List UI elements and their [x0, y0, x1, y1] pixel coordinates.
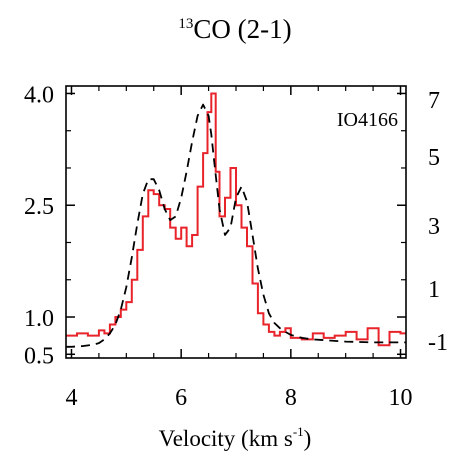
model-fit-line [66, 103, 406, 348]
x-axis-label-close: ) [304, 426, 312, 451]
observed-spectrum-line [66, 92, 406, 347]
y-axis: 0.5 1.0 2.5 4.0 [24, 82, 406, 369]
plot-area [66, 92, 406, 348]
neighbor-panel-tick-label: 1 [428, 277, 440, 303]
x-axis: 4 6 8 10 [65, 86, 413, 411]
x-axis-label-main: Velocity (km s [159, 426, 293, 451]
source-annotation: IO4166 [337, 109, 398, 131]
chart-title: 13CO (2-1) [178, 14, 291, 44]
neighbor-panel-edge: 7 5 3 1 -1 [428, 88, 448, 356]
y-tick-label: 4.0 [24, 82, 54, 108]
x-tick-label: 6 [175, 385, 187, 411]
neighbor-panel-tick-label: -1 [428, 330, 448, 356]
y-tick-label: 2.5 [24, 194, 54, 220]
x-tick-label: 4 [65, 385, 77, 411]
x-tick-label: 10 [389, 385, 413, 411]
y-tick-label: 0.5 [24, 343, 54, 369]
x-axis-label: Velocity (km s-1) [159, 424, 312, 451]
x-axis-label-sup: -1 [293, 424, 304, 439]
neighbor-panel-tick-label: 3 [428, 214, 440, 240]
x-tick-label: 8 [285, 385, 297, 411]
neighbor-panel-tick-label: 7 [428, 88, 440, 114]
title-main: CO (2-1) [193, 14, 291, 44]
title-superscript: 13 [178, 16, 193, 32]
neighbor-panel-tick-label: 5 [428, 145, 440, 171]
y-tick-label: 1.0 [24, 306, 54, 332]
